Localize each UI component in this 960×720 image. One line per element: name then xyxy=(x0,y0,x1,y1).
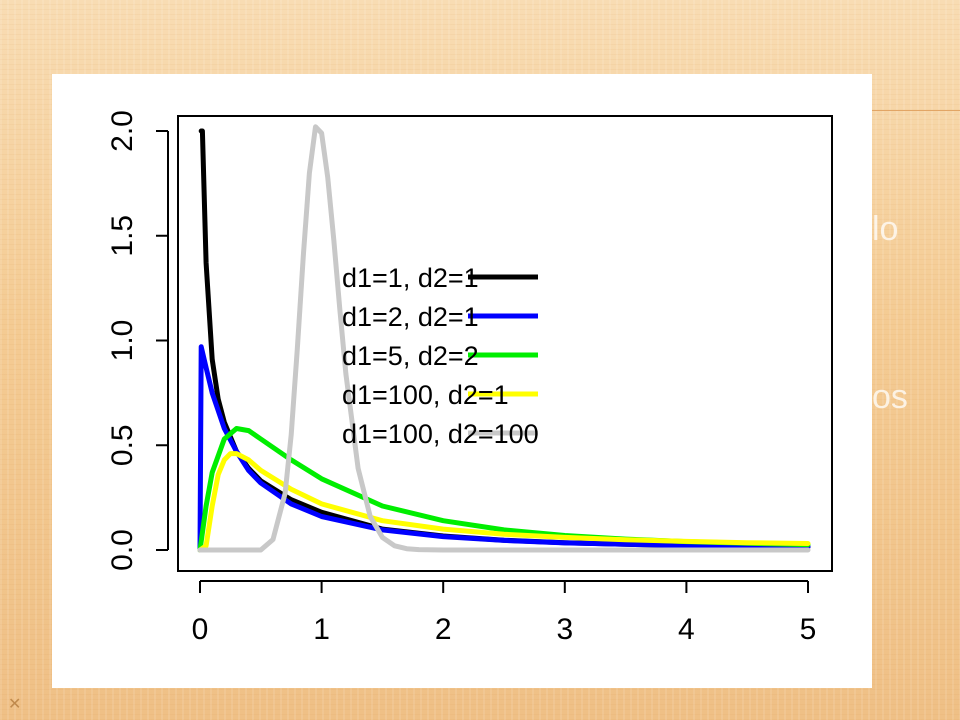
accent-line xyxy=(870,110,960,111)
legend-label-1: d1=1, d2=1 xyxy=(342,263,479,293)
ghost-text-lo: lo xyxy=(872,210,899,248)
x-tick-label: 5 xyxy=(800,613,817,646)
legend-label-2: d1=2, d2=1 xyxy=(342,302,479,332)
y-tick-label: 2.0 xyxy=(106,110,139,152)
y-tick-label: 1.0 xyxy=(106,320,139,362)
x-tick-label: 2 xyxy=(435,613,452,646)
series-line-4 xyxy=(197,451,811,553)
x-tick-label: 1 xyxy=(313,613,330,646)
x-tick-label: 4 xyxy=(678,613,695,646)
x-tick-label: 0 xyxy=(192,613,209,646)
y-tick-label: 1.5 xyxy=(106,215,139,257)
x-axis: 0 1 2 3 4 5 xyxy=(192,580,817,646)
f-distribution-chart: 0 1 2 3 4 5 0.0 0.5 1.0 1.5 2.0 d1=1, d2=1 d1=2, d… xyxy=(106,110,833,646)
x-tick-label: 3 xyxy=(556,613,573,646)
legend-label-3: d1=5, d2=2 xyxy=(342,341,479,371)
series-line-5 xyxy=(197,124,811,553)
series-layer xyxy=(197,124,811,553)
plot-frame xyxy=(177,115,833,572)
figure-panel: 0 1 2 3 4 5 0.0 0.5 1.0 1.5 2.0 d1=1, d2=1 d1=2, d… xyxy=(52,74,872,688)
ghost-text-os: os xyxy=(872,378,908,416)
series-line-2 xyxy=(197,344,811,553)
legend: d1=1, d2=1 d1=2, d2=1 d1=5, d2=2 d1=100, d2… xyxy=(342,263,539,449)
legend-label-5: d1=100, d2=100 xyxy=(342,419,539,449)
y-tick-label: 0.0 xyxy=(106,529,139,571)
y-axis: 0.0 0.5 1.0 1.5 2.0 xyxy=(106,110,169,571)
corner-mark-icon: ✕ xyxy=(8,696,22,713)
series-line-1 xyxy=(198,128,811,550)
legend-label-4: d1=100, d2=1 xyxy=(342,380,509,410)
y-tick-label: 0.5 xyxy=(106,424,139,466)
